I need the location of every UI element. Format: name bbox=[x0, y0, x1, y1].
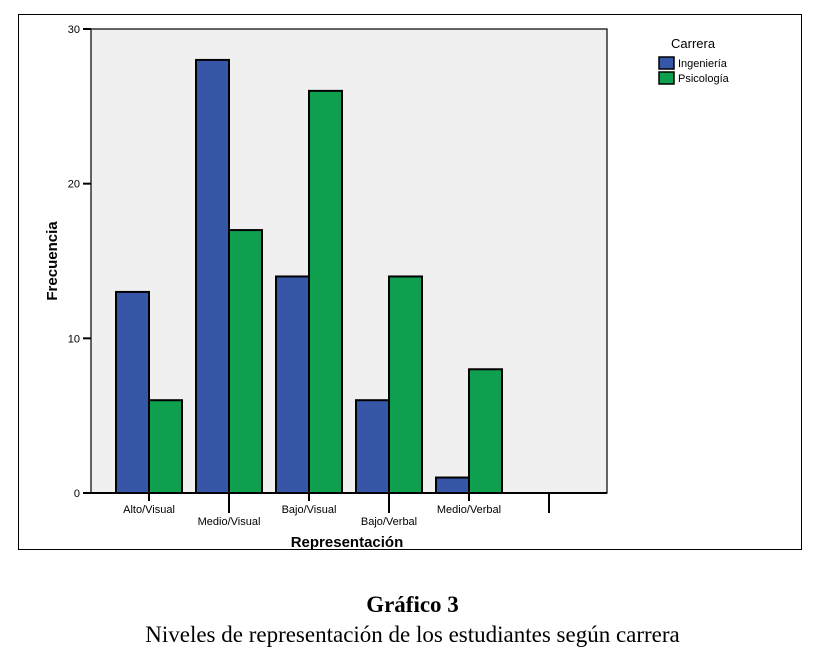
bar bbox=[275, 275, 310, 495]
x-tick-label: Alto/Visual bbox=[123, 504, 175, 516]
bar bbox=[148, 399, 183, 495]
bar bbox=[435, 476, 470, 494]
bar bbox=[355, 399, 390, 495]
y-axis-title: Frecuencia bbox=[44, 221, 61, 301]
figure-caption: Gráfico 3 Niveles de representación de l… bbox=[0, 590, 825, 650]
y-tick-label: 30 bbox=[68, 24, 80, 36]
y-tick-label: 10 bbox=[68, 333, 80, 345]
x-tick-label: Bajo/Visual bbox=[282, 504, 337, 516]
bar bbox=[468, 368, 503, 494]
bar-chart: 0 10 20 30 Alto/Visual Medio/Visual Bajo/Visua… bbox=[44, 24, 730, 551]
legend-title: Carrera bbox=[671, 36, 716, 51]
y-tick-label: 0 bbox=[74, 488, 80, 500]
x-tick-label: Medio/Visual bbox=[198, 516, 261, 528]
bar bbox=[308, 89, 343, 494]
bar bbox=[388, 275, 423, 495]
caption-subtitle: Niveles de representación de los estudia… bbox=[145, 622, 680, 647]
x-tick-label: Bajo/Verbal bbox=[361, 516, 417, 528]
bar bbox=[115, 290, 150, 494]
caption-title: Gráfico 3 bbox=[366, 592, 459, 617]
bar bbox=[195, 58, 230, 495]
bar bbox=[228, 229, 263, 494]
x-axis-title: Representación bbox=[291, 534, 404, 551]
chart-frame: 0 10 20 30 Alto/Visual Medio/Visual Bajo/Visua… bbox=[18, 14, 802, 551]
legend-label: Ingeniería bbox=[678, 58, 728, 70]
legend-label: Psicología bbox=[678, 73, 730, 85]
y-tick-label: 20 bbox=[68, 179, 80, 191]
legend-swatch bbox=[658, 71, 675, 85]
x-tick-label: Medio/Verbal bbox=[437, 504, 501, 516]
legend-swatch bbox=[658, 56, 675, 70]
